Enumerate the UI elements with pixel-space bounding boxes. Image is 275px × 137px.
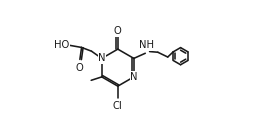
Text: N: N bbox=[98, 53, 106, 63]
Text: HO: HO bbox=[54, 40, 69, 50]
Text: O: O bbox=[76, 63, 84, 73]
Text: O: O bbox=[114, 26, 122, 36]
Text: Cl: Cl bbox=[113, 101, 123, 111]
Text: N: N bbox=[130, 72, 138, 82]
Text: NH: NH bbox=[139, 40, 154, 50]
